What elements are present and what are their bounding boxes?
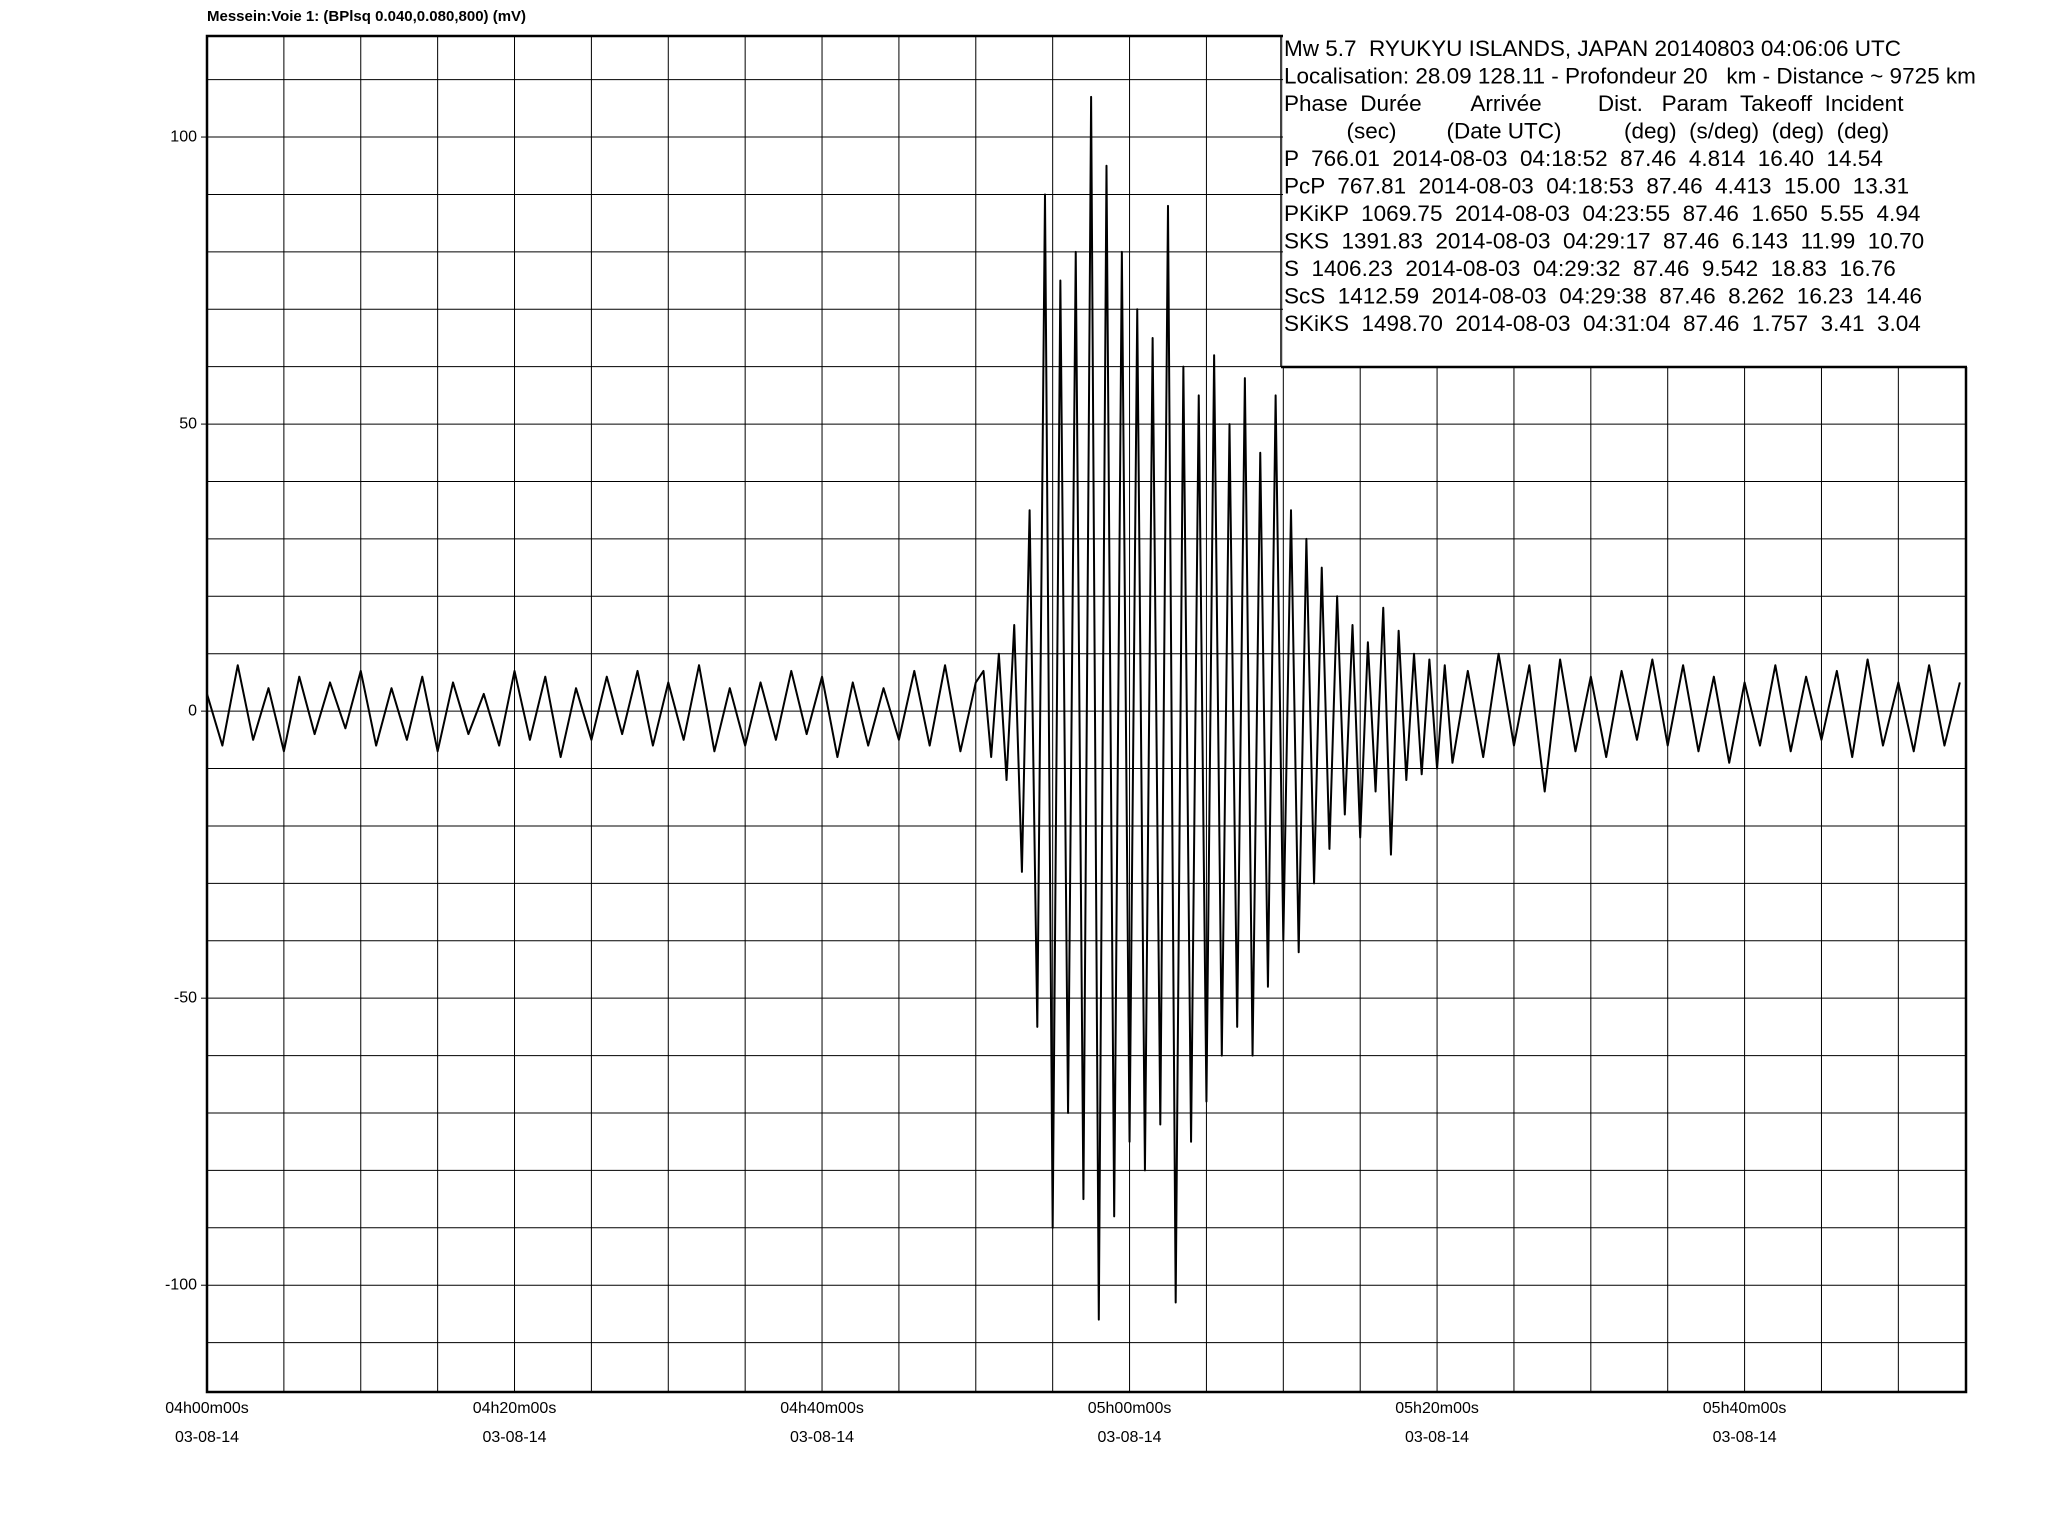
annotation-line: PKiKP 1069.75 2014-08-03 04:23:55 87.46 … bbox=[1284, 201, 1920, 226]
x-tick-date: 03-08-14 bbox=[482, 1429, 546, 1446]
annotation-line: P 766.01 2014-08-03 04:18:52 87.46 4.814… bbox=[1284, 146, 1883, 171]
x-tick-label: 04h00m00s bbox=[165, 1400, 249, 1417]
y-tick-label: 0 bbox=[188, 702, 197, 719]
annotation-line: Phase Durée Arrivée Dist. Param Takeoff … bbox=[1284, 91, 1904, 116]
x-tick-label: 05h20m00s bbox=[1395, 1400, 1479, 1417]
x-tick-date: 03-08-14 bbox=[1098, 1429, 1162, 1446]
x-tick-date: 03-08-14 bbox=[1713, 1429, 1777, 1446]
annotation-line: Mw 5.7 RYUKYU ISLANDS, JAPAN 20140803 04… bbox=[1284, 36, 1901, 61]
y-tick-label: 100 bbox=[170, 128, 197, 145]
x-tick-label: 05h40m00s bbox=[1703, 1400, 1787, 1417]
chart-title: Messein:Voie 1: (BPlsq 0.040,0.080,800) … bbox=[207, 8, 526, 25]
y-tick-label: -50 bbox=[174, 989, 197, 1006]
annotation-line: Localisation: 28.09 128.11 - Profondeur … bbox=[1284, 63, 1976, 88]
x-tick-date: 03-08-14 bbox=[1405, 1429, 1469, 1446]
x-tick-label: 05h00m00s bbox=[1088, 1400, 1172, 1417]
x-tick-date: 03-08-14 bbox=[175, 1429, 239, 1446]
x-tick-label: 04h20m00s bbox=[473, 1400, 557, 1417]
y-tick-label: 50 bbox=[179, 415, 197, 432]
annotation-line: (sec) (Date UTC) (deg) (s/deg) (deg) (de… bbox=[1284, 118, 1889, 143]
plot-area bbox=[205, 34, 1968, 1394]
annotation-line: S 1406.23 2014-08-03 04:29:32 87.46 9.54… bbox=[1284, 256, 1896, 281]
x-tick-date: 03-08-14 bbox=[790, 1429, 854, 1446]
x-tick-label: 04h40m00s bbox=[780, 1400, 864, 1417]
waveform bbox=[206, 95, 1961, 1321]
annotation-box: Mw 5.7 RYUKYU ISLANDS, JAPAN 20140803 04… bbox=[1280, 0, 2048, 369]
annotation-line: ScS 1412.59 2014-08-03 04:29:38 87.46 8.… bbox=[1284, 283, 1922, 308]
annotation-line: SKS 1391.83 2014-08-03 04:29:17 87.46 6.… bbox=[1284, 228, 1924, 253]
annotation-line: PcP 767.81 2014-08-03 04:18:53 87.46 4.4… bbox=[1284, 173, 1909, 198]
annotation-line: SKiKS 1498.70 2014-08-03 04:31:04 87.46 … bbox=[1284, 311, 1921, 336]
plot-border bbox=[205, 34, 1968, 1394]
y-tick-label: -100 bbox=[165, 1276, 197, 1293]
annotation-background bbox=[1283, 0, 2048, 367]
